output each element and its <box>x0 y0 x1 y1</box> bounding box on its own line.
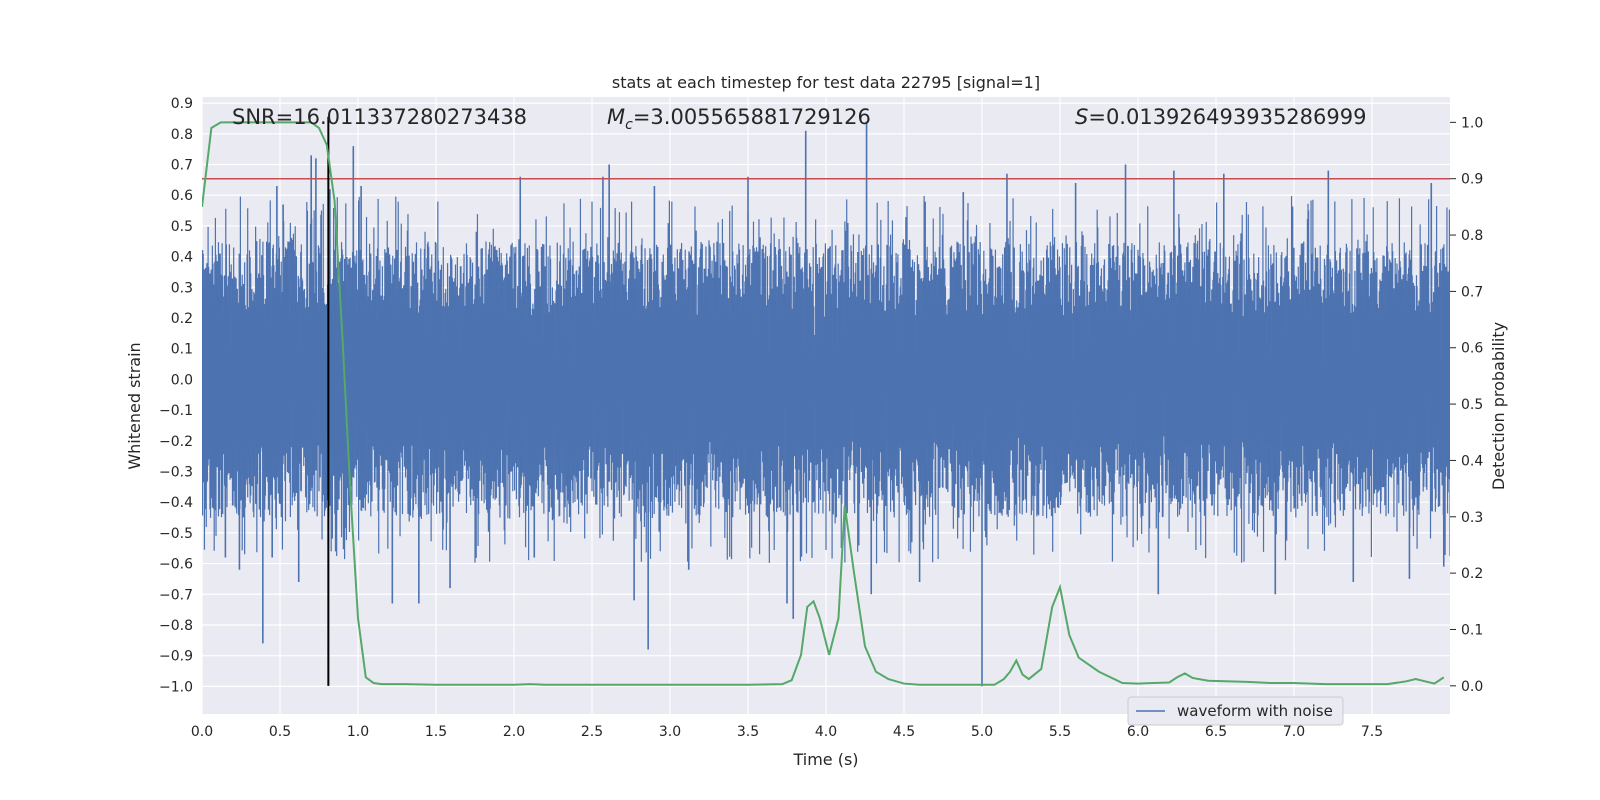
y-tick-label: −0.6 <box>159 557 193 573</box>
y-tick-label: 0.5 <box>171 219 193 235</box>
y-tick-label: −0.4 <box>159 495 193 511</box>
mc-symbol: M <box>607 105 625 129</box>
s-value: =0.013926493935286999 <box>1088 105 1366 129</box>
y-tick-label: −0.5 <box>159 526 193 542</box>
y-tick-label: −0.7 <box>159 587 193 603</box>
x-tick-label: 6.5 <box>1205 724 1227 740</box>
y2-tick-label: 0.8 <box>1461 228 1483 244</box>
y-tick-label: 0.6 <box>171 188 193 204</box>
y-tick-label: 0.8 <box>171 127 193 143</box>
overlay <box>202 116 1450 686</box>
y-tick-label: −0.3 <box>159 464 193 480</box>
x-tick-label: 2.0 <box>503 724 525 740</box>
x-tick-label: 7.0 <box>1283 724 1305 740</box>
x-axis-label: Time (s) <box>792 750 858 769</box>
y-tick-label: −0.1 <box>159 403 193 419</box>
x-tick-label: 3.5 <box>737 724 759 740</box>
y-tick-label: 0.9 <box>171 96 193 112</box>
chart-title: stats at each timestep for test data 227… <box>612 73 1040 92</box>
x-tick-label: 5.0 <box>971 724 993 740</box>
y2-axis-label: Detection probability <box>1489 322 1508 490</box>
y-axis-label: Whitened strain <box>125 342 144 469</box>
x-tick-label: 2.5 <box>581 724 603 740</box>
legend-box <box>1127 696 1344 726</box>
y-tick-label: −0.8 <box>159 618 193 634</box>
y2-tick-label: 0.2 <box>1461 566 1483 582</box>
x-tick-label: 0.0 <box>191 724 213 740</box>
mc-annotation: Mc=3.005565881729126 <box>607 105 871 133</box>
y-tick-label: 0.2 <box>171 311 193 327</box>
y2-tick-label: 0.4 <box>1461 453 1483 469</box>
strain-series <box>202 121 1450 687</box>
y-tick-label: −0.2 <box>159 434 193 450</box>
x-tick-label: 4.5 <box>893 724 915 740</box>
snr-annotation: SNR=16.011337280273438 <box>232 105 527 129</box>
y2-tick-label: 0.7 <box>1461 284 1483 300</box>
y2-tick-label: 0.3 <box>1461 510 1483 526</box>
y2-tick-label: 0.5 <box>1461 397 1483 413</box>
strain-waveform <box>202 195 1450 564</box>
x-tick-label: 1.5 <box>425 724 447 740</box>
x-tick-label: 0.5 <box>269 724 291 740</box>
x-tick-label: 5.5 <box>1049 724 1071 740</box>
ticks: 0.0 0.5 1.0 1.5 2.0 2.5 3.0 3.5 4.0 4.5 5.0 5.5 6.0 6… <box>159 96 1483 740</box>
legend-label: waveform with noise <box>1177 702 1333 720</box>
y2-tick-label: 1.0 <box>1461 115 1483 131</box>
y-tick-label: 0.7 <box>171 158 193 174</box>
s-annotation: S=0.013926493935286999 <box>1075 105 1366 129</box>
y-tick-label: 0.3 <box>171 280 193 296</box>
y2-tick-label: 0.6 <box>1461 341 1483 357</box>
y-tick-label: 0.1 <box>171 342 193 358</box>
x-tick-label: 1.0 <box>347 724 369 740</box>
y2-tick-label: 0.1 <box>1461 622 1483 638</box>
probability-line <box>202 121 1445 686</box>
y2-tick-label: 0.9 <box>1461 172 1483 188</box>
y2-tick-label: 0.0 <box>1461 679 1483 695</box>
y-tick-label: −0.9 <box>159 649 193 665</box>
y-tick-label: −1.0 <box>159 679 193 695</box>
mc-value: =3.005565881729126 <box>633 105 871 129</box>
y-tick-label: 0.0 <box>171 372 193 388</box>
legend: waveform with noise <box>1127 696 1344 726</box>
x-tick-label: 4.0 <box>815 724 837 740</box>
x-tick-label: 7.5 <box>1361 724 1383 740</box>
y-tick-label: 0.4 <box>171 250 193 266</box>
mc-subscript: c <box>625 117 633 133</box>
x-tick-label: 3.0 <box>659 724 681 740</box>
x-tick-label: 6.0 <box>1127 724 1149 740</box>
s-symbol: S <box>1075 105 1088 129</box>
